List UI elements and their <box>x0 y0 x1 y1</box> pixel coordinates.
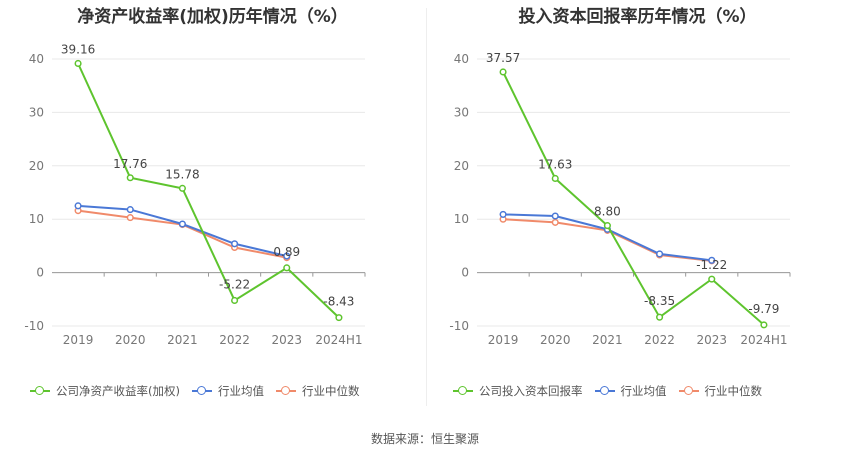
data-label: 15.78 <box>165 167 199 181</box>
data-point[interactable] <box>178 220 186 228</box>
x-tick-label: 2021 <box>592 333 623 347</box>
legend-label: 行业均值 <box>620 384 667 398</box>
legend-line-icon <box>678 386 699 396</box>
x-tick-label: 2022 <box>219 333 250 347</box>
data-point[interactable] <box>551 212 559 220</box>
legend-item-industry-median[interactable]: 行业中位数 <box>678 383 763 399</box>
y-tick-label: 0 <box>36 266 44 280</box>
data-point[interactable] <box>551 218 559 226</box>
legend-item-industry-average[interactable]: 行业均值 <box>594 383 667 399</box>
data-point[interactable] <box>74 202 82 210</box>
data-point[interactable] <box>283 252 291 260</box>
data-label: -1.22 <box>696 258 727 272</box>
data-point[interactable] <box>551 174 559 183</box>
roe-line-chart: -10 0 10 20 30 40 2019 2020 2021 2022 2023 2024H1 39… <box>24 42 366 347</box>
data-point[interactable] <box>231 296 239 305</box>
x-tick-label: 2024H1 <box>315 333 362 347</box>
data-label: 17.63 <box>538 157 572 171</box>
legend-item-industry-average[interactable]: 行业均值 <box>191 383 264 399</box>
data-label: -8.43 <box>323 295 354 309</box>
x-tick-label: 2020 <box>540 333 571 347</box>
data-label: -8.35 <box>644 294 675 308</box>
data-point[interactable] <box>335 314 343 322</box>
x-tick-label: 2020 <box>115 333 146 347</box>
y-tick-label: 10 <box>29 212 44 226</box>
legend-label: 行业中位数 <box>301 384 360 398</box>
data-point[interactable] <box>656 250 664 258</box>
y-tick-label: 20 <box>454 159 469 173</box>
x-tick-label: 2021 <box>167 333 198 347</box>
legend-line-icon <box>30 386 50 396</box>
legend-line-icon <box>191 386 212 396</box>
x-tick-label: 2023 <box>271 333 302 347</box>
y-tick-label: 10 <box>454 212 469 226</box>
data-point[interactable] <box>760 321 768 329</box>
legend-label: 公司投入资本回报率 <box>479 384 583 398</box>
legend-item-company[interactable]: 公司投入资本回报率 <box>453 383 583 399</box>
x-tick-label: 2023 <box>696 333 727 347</box>
legend-line-icon <box>275 386 296 396</box>
data-point[interactable] <box>231 240 239 248</box>
x-tick-label: 2019 <box>488 333 519 347</box>
panel-divider <box>426 8 427 406</box>
data-point[interactable] <box>708 275 716 283</box>
y-tick-label: 0 <box>461 266 469 280</box>
data-point[interactable] <box>74 59 82 68</box>
data-point[interactable] <box>126 214 134 222</box>
y-tick-label: -10 <box>24 319 44 333</box>
chart-title: 投入资本回报率历年情况（%） <box>518 7 757 27</box>
chart-title: 净资产收益率(加权)历年情况（%） <box>77 7 348 27</box>
series-line <box>502 71 765 326</box>
data-label: -5.22 <box>219 277 250 291</box>
series-line <box>77 209 287 259</box>
series-line <box>77 63 340 319</box>
x-tick-label: 2024H1 <box>740 333 787 347</box>
data-point[interactable] <box>499 210 507 218</box>
data-point[interactable] <box>656 313 664 321</box>
y-tick-label: 40 <box>454 52 469 66</box>
legend-item-company[interactable]: 公司净资产收益率(加权) <box>30 383 180 399</box>
data-point[interactable] <box>603 222 611 230</box>
roic-line-chart: -10 0 10 20 30 40 2019 2020 2021 2022 2023 2024H1 37… <box>449 51 791 347</box>
data-label: 17.76 <box>113 157 147 171</box>
data-label: -9.79 <box>748 302 779 316</box>
chart-legend: 公司投入资本回报率 行业均值 行业中位数 <box>453 383 762 399</box>
roe-chart-panel: 净资产收益率(加权)历年情况（%） -10 0 10 20 30 40 2019 2020 20… <box>0 0 425 420</box>
data-source-note: 数据来源：恒生聚源 <box>370 432 479 446</box>
data-label: 0.89 <box>273 245 300 259</box>
data-point[interactable] <box>126 206 134 214</box>
data-point[interactable] <box>283 264 291 272</box>
chart-legend: 公司净资产收益率(加权) 行业均值 行业中位数 <box>30 383 359 399</box>
data-point[interactable] <box>126 174 134 182</box>
legend-line-icon <box>594 386 615 396</box>
y-tick-label: 20 <box>29 159 44 173</box>
legend-label: 行业均值 <box>217 384 264 398</box>
y-tick-label: 30 <box>454 105 469 119</box>
legend-line-icon <box>453 386 473 396</box>
data-label: 8.80 <box>594 205 621 219</box>
x-tick-label: 2019 <box>63 333 94 347</box>
x-tick-label: 2022 <box>644 333 675 347</box>
data-label: 39.16 <box>61 42 95 56</box>
y-tick-label: 40 <box>29 52 44 66</box>
data-point[interactable] <box>708 256 716 264</box>
legend-item-industry-median[interactable]: 行业中位数 <box>275 383 360 399</box>
data-point[interactable] <box>178 184 186 192</box>
data-label: 37.57 <box>486 51 520 65</box>
roic-chart-panel: 投入资本回报率历年情况（%） -10 0 10 20 30 40 2019 2020 2021 2… <box>425 0 850 420</box>
y-tick-label: -10 <box>449 319 469 333</box>
data-point[interactable] <box>499 68 507 76</box>
series-line <box>78 204 287 258</box>
legend-label: 公司净资产收益率(加权) <box>56 384 180 398</box>
y-tick-label: 30 <box>29 105 44 119</box>
legend-label: 行业中位数 <box>704 384 763 398</box>
